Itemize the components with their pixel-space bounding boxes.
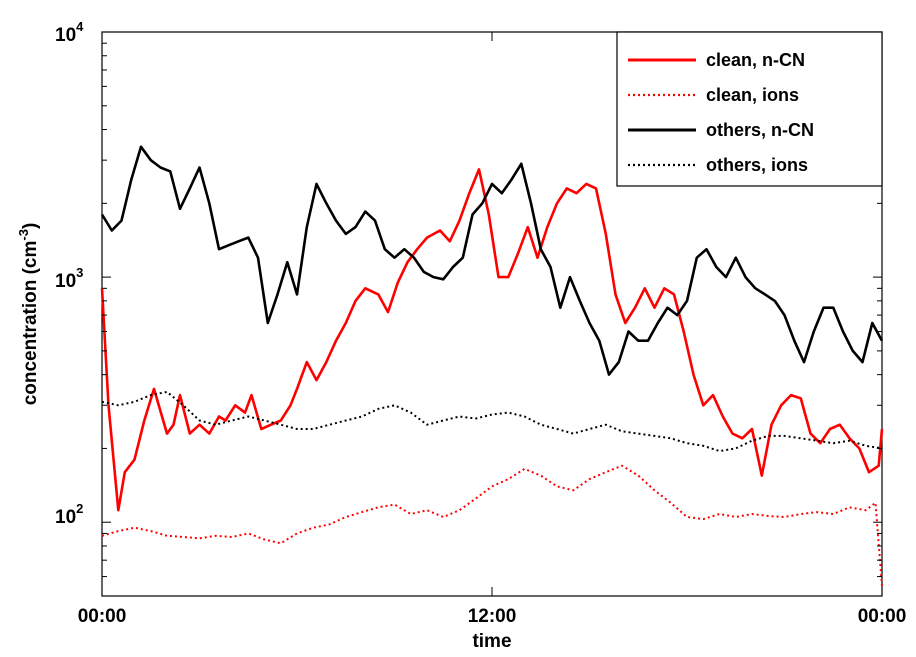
y-tick-exponent-4: 4 [76, 19, 84, 34]
legend-label-clean-ncn: clean, n-CN [706, 50, 805, 70]
legend-box [616, 31, 883, 187]
series-line-2 [100, 145, 884, 376]
y-axis-label-exponent: -3 [16, 229, 31, 241]
legend-label-clean-ions: clean, ions [706, 85, 799, 105]
series-layer [100, 145, 884, 586]
y-tick-labels: 104 103 102 [55, 19, 84, 528]
x-tick-label-0: 00:00 [78, 606, 127, 627]
series-line-0 [100, 168, 884, 512]
x-tick-label-1: 12:00 [468, 606, 517, 627]
y-tick-base-1: 10 [55, 271, 76, 292]
legend-label-others-ncn: others, n-CN [706, 120, 814, 140]
y-tick-exponent-3: 3 [76, 265, 83, 280]
y-axis-label-main: concentration (cm [20, 241, 41, 406]
y-tick-base-0: 10 [55, 25, 76, 46]
y-tick-label-10000: 104 [55, 19, 84, 46]
x-axis-label: time [472, 631, 511, 652]
legend: clean, n-CN clean, ions others, n-CN oth… [616, 31, 883, 187]
x-tick-labels: 00:00 12:00 00:00 [78, 606, 907, 627]
series-line-1 [101, 464, 883, 586]
legend-label-others-ions: others, ions [706, 155, 808, 175]
y-axis-label-close: ) [20, 223, 41, 229]
y-tick-label-100: 102 [55, 501, 83, 528]
y-tick-base-2: 10 [55, 507, 76, 528]
x-tick-label-2: 00:00 [858, 606, 907, 627]
y-tick-label-1000: 103 [55, 265, 83, 292]
y-axis-label: concentration (cm-3) [16, 223, 41, 406]
y-tick-exponent-2: 2 [76, 501, 83, 516]
